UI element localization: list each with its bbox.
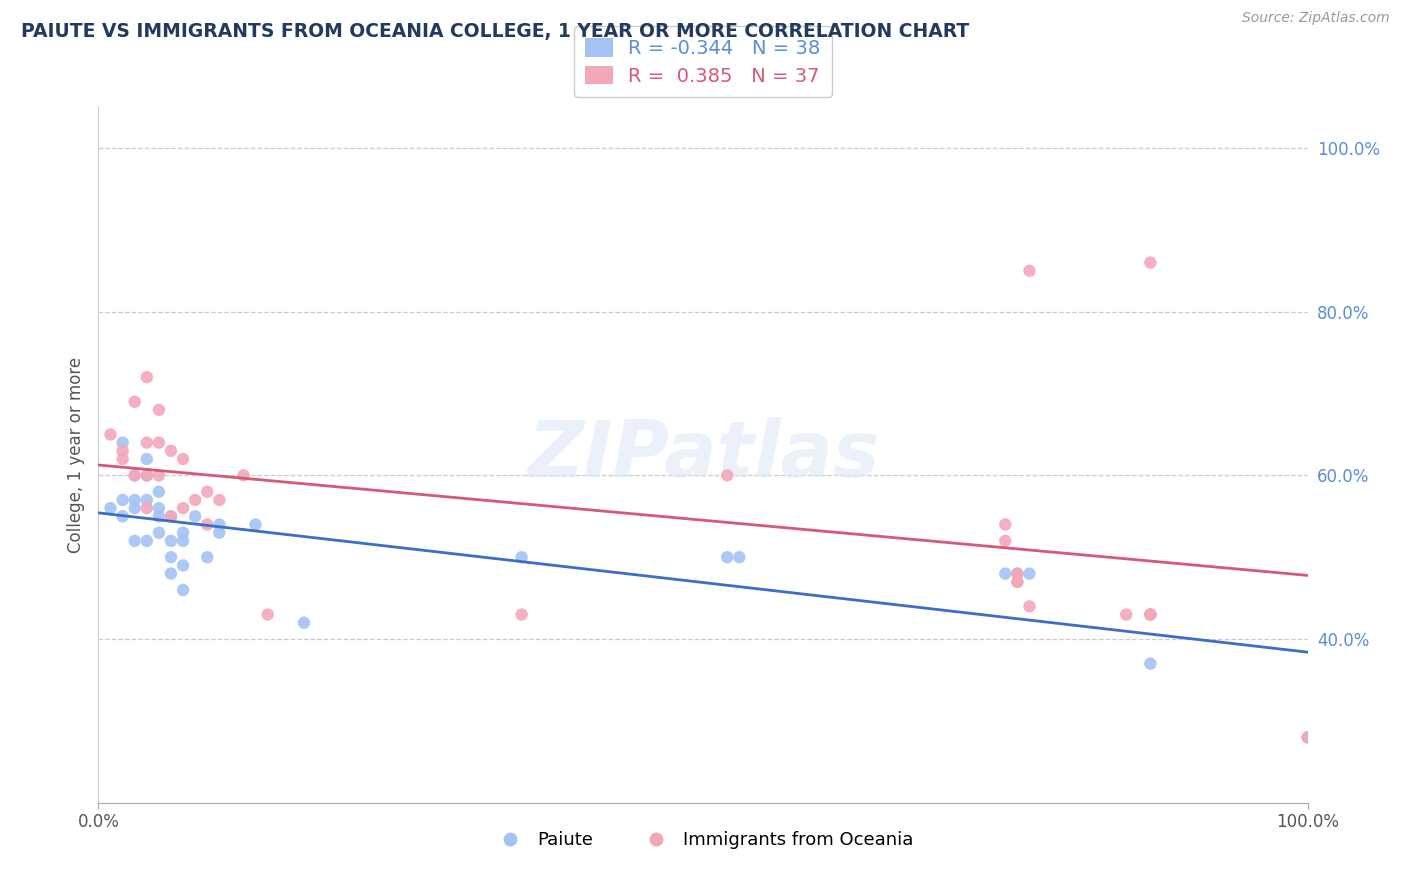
Point <box>148 435 170 450</box>
Point <box>148 509 170 524</box>
Text: ZIPatlas: ZIPatlas <box>527 417 879 493</box>
Point <box>1139 607 1161 622</box>
Point <box>184 509 207 524</box>
Point <box>148 525 170 540</box>
Point <box>1139 657 1161 671</box>
Point <box>1007 574 1029 589</box>
Point <box>1018 264 1040 278</box>
Point <box>1296 731 1319 745</box>
Point <box>208 525 231 540</box>
Point <box>172 452 194 467</box>
Point <box>135 435 157 450</box>
Point <box>135 492 157 507</box>
Point <box>245 517 267 532</box>
Point <box>728 550 751 565</box>
Point <box>1115 607 1137 622</box>
Point <box>195 550 218 565</box>
Text: Source: ZipAtlas.com: Source: ZipAtlas.com <box>1241 11 1389 25</box>
Point <box>1007 574 1029 589</box>
Point <box>124 492 146 507</box>
Point <box>1018 599 1040 614</box>
Point <box>994 566 1017 581</box>
Point <box>135 452 157 467</box>
Point <box>160 533 183 548</box>
Point <box>232 468 254 483</box>
Point <box>100 501 122 516</box>
Point <box>111 509 134 524</box>
Point <box>160 443 183 458</box>
Point <box>510 550 533 565</box>
Point <box>994 533 1017 548</box>
Point <box>195 517 218 532</box>
Point <box>1007 566 1029 581</box>
Point <box>124 468 146 483</box>
Point <box>172 533 194 548</box>
Point <box>184 492 207 507</box>
Point <box>135 468 157 483</box>
Point <box>111 443 134 458</box>
Point <box>1139 255 1161 269</box>
Point <box>510 607 533 622</box>
Point <box>148 403 170 417</box>
Point <box>172 501 194 516</box>
Point <box>716 468 738 483</box>
Point <box>160 509 183 524</box>
Point <box>172 558 194 573</box>
Point <box>135 468 157 483</box>
Point <box>160 566 183 581</box>
Point <box>135 533 157 548</box>
Point <box>124 533 146 548</box>
Point <box>100 427 122 442</box>
Point <box>160 509 183 524</box>
Point <box>148 484 170 499</box>
Legend: Paiute, Immigrants from Oceania: Paiute, Immigrants from Oceania <box>485 824 921 856</box>
Point <box>1018 566 1040 581</box>
Point <box>172 525 194 540</box>
Point <box>994 517 1017 532</box>
Point <box>124 501 146 516</box>
Point <box>160 550 183 565</box>
Point <box>1007 566 1029 581</box>
Text: PAIUTE VS IMMIGRANTS FROM OCEANIA COLLEGE, 1 YEAR OR MORE CORRELATION CHART: PAIUTE VS IMMIGRANTS FROM OCEANIA COLLEG… <box>21 22 969 41</box>
Point <box>256 607 278 622</box>
Point <box>148 501 170 516</box>
Point <box>1296 731 1319 745</box>
Point <box>135 501 157 516</box>
Y-axis label: College, 1 year or more: College, 1 year or more <box>66 357 84 553</box>
Point <box>195 484 218 499</box>
Point <box>111 435 134 450</box>
Point <box>135 370 157 384</box>
Point <box>148 468 170 483</box>
Point <box>208 517 231 532</box>
Point <box>716 550 738 565</box>
Point <box>208 492 231 507</box>
Point <box>172 582 194 597</box>
Point <box>124 468 146 483</box>
Point <box>111 452 134 467</box>
Point <box>1139 607 1161 622</box>
Point <box>111 492 134 507</box>
Point <box>292 615 315 630</box>
Point <box>124 394 146 409</box>
Point <box>1139 607 1161 622</box>
